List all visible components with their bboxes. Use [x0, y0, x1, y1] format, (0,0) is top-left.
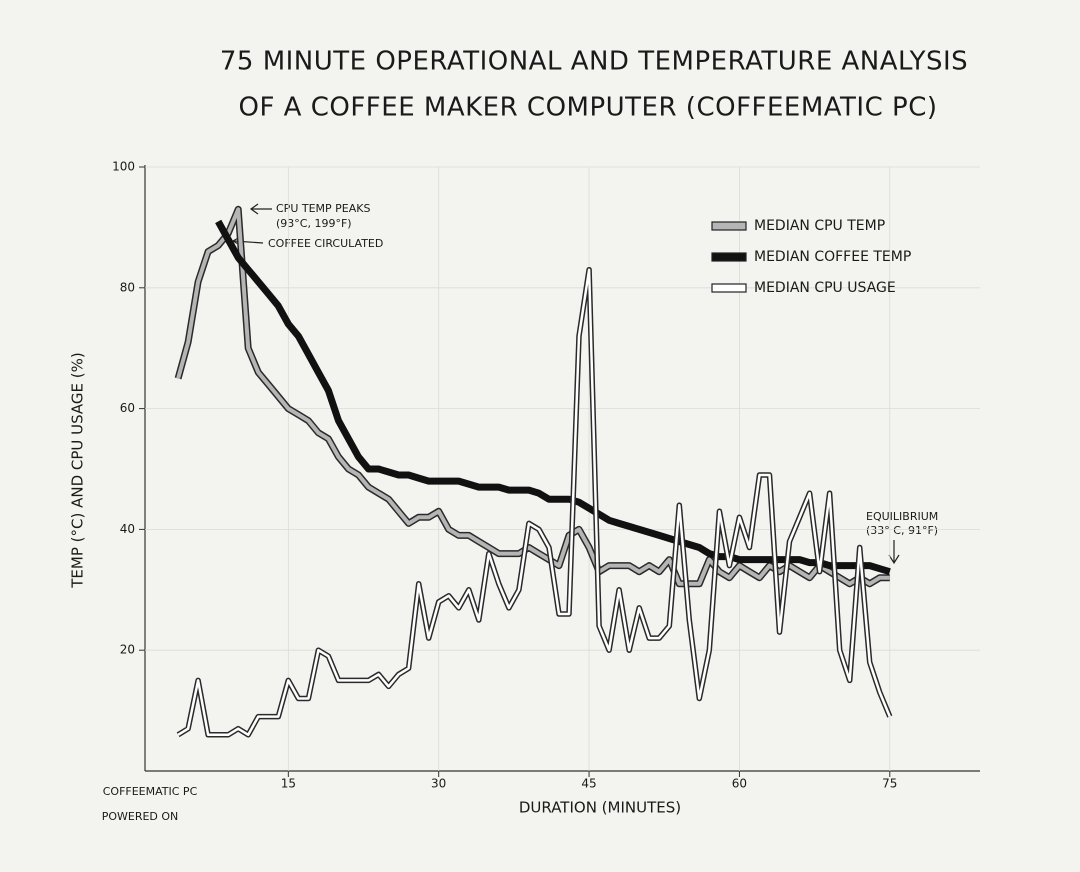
line-outline: [176, 266, 893, 738]
line: [176, 207, 890, 586]
legend-label: MEDIAN CPU USAGE: [754, 280, 896, 296]
annotation-arrow: [249, 203, 272, 215]
y-tick-label: 60: [120, 401, 135, 415]
line: [177, 268, 891, 737]
annotation: (33° C, 91°F): [866, 524, 938, 537]
y-tick-label: 40: [120, 522, 135, 536]
x-tick-label: 75: [882, 777, 897, 791]
chart-title: 75 MINUTE OPERATIONAL AND TEMPERATURE AN…: [220, 47, 968, 77]
legend-label: MEDIAN COFFEE TEMP: [754, 249, 911, 265]
annotation: COFFEE CIRCULATED: [268, 237, 383, 250]
legend-swatch: [711, 221, 747, 231]
annotation-arrow: [888, 540, 900, 565]
x-tick-label: 45: [581, 777, 596, 791]
y-tick-label: 80: [120, 280, 135, 294]
annotation: COFFEEMATIC PC: [103, 785, 198, 798]
annotation: EQUILIBRIUM: [866, 510, 938, 523]
annotation: CPU TEMP PEAKS: [276, 202, 370, 215]
legend-label: MEDIAN CPU TEMP: [754, 218, 885, 234]
chart-title: OF A COFFEE MAKER COMPUTER (COFFEEMATIC …: [239, 93, 938, 123]
x-tick-label: 30: [431, 777, 446, 791]
y-tick-label: 100: [112, 160, 135, 174]
x-tick-label: 15: [281, 777, 296, 791]
x-axis-label: DURATION (MINUTES): [519, 799, 681, 817]
annotation: POWERED ON: [102, 810, 179, 823]
y-axis-label: TEMP (°C) AND CPU USAGE (%): [69, 352, 87, 589]
line: [215, 219, 891, 576]
legend-swatch: [711, 252, 747, 262]
annotation: (93°C, 199°F): [276, 217, 352, 230]
y-tick-label: 20: [120, 643, 135, 657]
legend-swatch: [711, 283, 747, 293]
x-tick-label: 60: [732, 777, 747, 791]
